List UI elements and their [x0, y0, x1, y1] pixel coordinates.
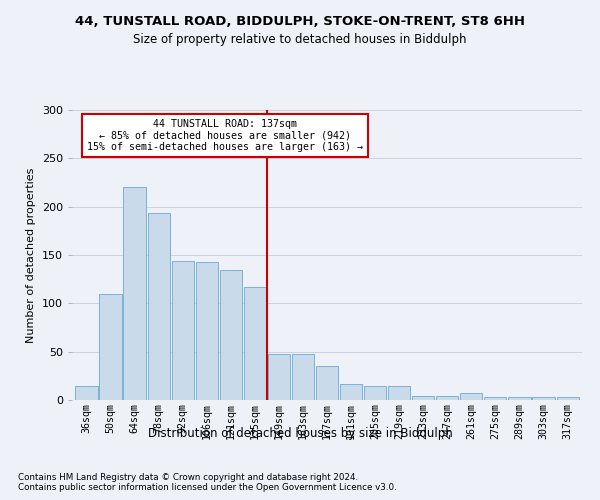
Y-axis label: Number of detached properties: Number of detached properties: [26, 168, 36, 342]
Text: Size of property relative to detached houses in Biddulph: Size of property relative to detached ho…: [133, 32, 467, 46]
Bar: [196, 262, 218, 400]
Text: Distribution of detached houses by size in Biddulph: Distribution of detached houses by size …: [148, 428, 452, 440]
Bar: [460, 393, 482, 400]
Bar: [340, 384, 362, 400]
Bar: [124, 188, 146, 400]
Bar: [268, 354, 290, 400]
Bar: [220, 270, 242, 400]
Bar: [148, 214, 170, 400]
Bar: [292, 354, 314, 400]
Bar: [100, 294, 122, 400]
Text: Contains public sector information licensed under the Open Government Licence v3: Contains public sector information licen…: [18, 484, 397, 492]
Text: 44, TUNSTALL ROAD, BIDDULPH, STOKE-ON-TRENT, ST8 6HH: 44, TUNSTALL ROAD, BIDDULPH, STOKE-ON-TR…: [75, 15, 525, 28]
Bar: [484, 397, 506, 400]
Bar: [76, 386, 98, 400]
Text: Contains HM Land Registry data © Crown copyright and database right 2024.: Contains HM Land Registry data © Crown c…: [18, 472, 358, 482]
Bar: [508, 397, 530, 400]
Text: 44 TUNSTALL ROAD: 137sqm
← 85% of detached houses are smaller (942)
15% of semi-: 44 TUNSTALL ROAD: 137sqm ← 85% of detach…: [87, 118, 363, 152]
Bar: [316, 366, 338, 400]
Bar: [557, 397, 578, 400]
Bar: [436, 396, 458, 400]
Bar: [172, 261, 194, 400]
Bar: [364, 386, 386, 400]
Bar: [388, 386, 410, 400]
Bar: [412, 396, 434, 400]
Bar: [532, 397, 554, 400]
Bar: [244, 287, 266, 400]
